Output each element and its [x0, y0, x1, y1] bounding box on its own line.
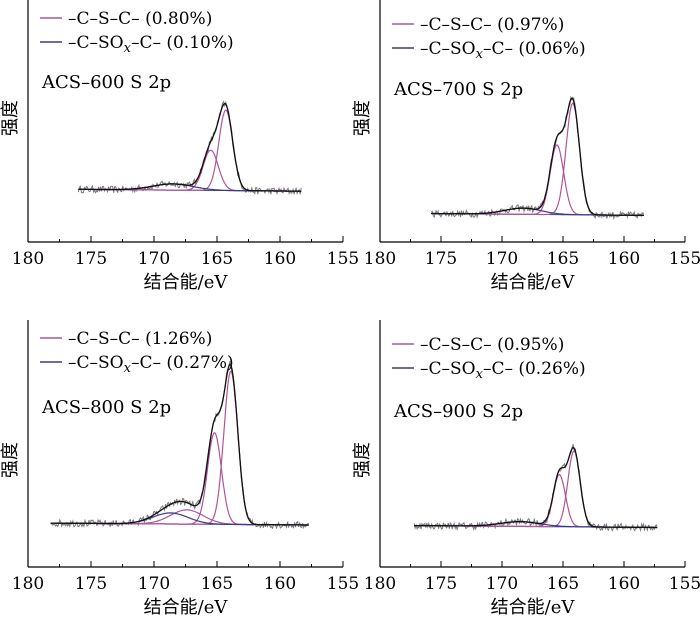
x-axis-title: 结合能/eV: [491, 597, 576, 618]
x-tick-label: 170: [486, 574, 518, 594]
css-component-peak-2: [431, 144, 644, 216]
y-axis-title: 强度: [352, 442, 373, 478]
x-tick-label: 165: [201, 574, 233, 594]
x-tick-label: 160: [264, 249, 296, 269]
raw-spectrum-line: [77, 100, 302, 196]
y-axis-title: 强度: [0, 442, 21, 478]
y-axis-title: 强度: [352, 100, 373, 136]
x-tick-label: 175: [425, 574, 457, 594]
x-tick-label: 170: [486, 249, 518, 269]
raw-spectrum-line: [50, 360, 309, 530]
legend-label-cso: –C–SOx–C– (0.27%): [68, 353, 234, 376]
x-axis-title: 结合能/eV: [144, 597, 229, 618]
panel-title: ACS–600 S 2p: [41, 72, 171, 93]
legend-label-cso: –C–SOx–C– (0.06%): [420, 39, 586, 62]
x-tick-label: 155: [669, 574, 700, 594]
legend-label-css: –C–S–C– (0.95%): [420, 335, 564, 355]
legend-label-cso: –C–SOx–C– (0.10%): [68, 33, 234, 56]
legend-label-css: –C–S–C– (0.80%): [68, 9, 212, 29]
xps-panel-4: 180 175 170 165 160 155 结合能/eV 强度 –C–S–C– (0.95%…: [352, 320, 700, 618]
css-component-peak-1: [78, 109, 302, 192]
y-axis-title: 强度: [0, 100, 21, 136]
css-component-peak-2: [414, 473, 658, 529]
x-tick-label: 155: [327, 574, 359, 594]
x-tick-label: 165: [547, 574, 579, 594]
x-tick-label: 175: [75, 574, 107, 594]
envelope-fit-line: [431, 97, 644, 217]
x-tick-label: 160: [608, 249, 640, 269]
css-component-peak-1: [414, 450, 658, 529]
legend-label-cso: –C–SOx–C– (0.26%): [420, 359, 586, 382]
panel-title: ACS–900 S 2p: [393, 401, 523, 422]
x-tick-label: 180: [12, 574, 44, 594]
panel-title: ACS–700 S 2p: [393, 79, 523, 100]
x-tick-label: 155: [327, 249, 359, 269]
x-tick-label: 165: [547, 249, 579, 269]
raw-spectrum-line: [430, 95, 645, 221]
x-tick-label: 165: [201, 249, 233, 269]
envelope-fit-line: [78, 102, 302, 192]
envelope-fit-line: [414, 446, 658, 529]
x-axis-title: 结合能/eV: [491, 272, 576, 293]
envelope-fit-line: [50, 363, 309, 526]
x-tick-label: 170: [138, 249, 170, 269]
x-axis-title: 结合能/eV: [144, 272, 229, 293]
x-tick-label: 180: [364, 574, 396, 594]
x-tick-label: 160: [264, 574, 296, 594]
xps-panel-2: 180 175 170 165 160 155 结合能/eV 强度 –C–S–C– (0.97%…: [352, 0, 700, 293]
raw-spectrum-line: [413, 444, 658, 533]
css-component-peak-1: [431, 102, 644, 216]
x-tick-label: 175: [425, 249, 457, 269]
legend-label-css: –C–S–C– (1.26%): [68, 329, 212, 349]
xps-panel-1: 180 175 170 165 160 155 结合能/eV 强度 –C–S–C– (0.80%…: [0, 0, 359, 293]
x-tick-label: 160: [608, 574, 640, 594]
x-tick-label: 155: [669, 249, 700, 269]
x-tick-label: 175: [75, 249, 107, 269]
x-tick-label: 180: [12, 249, 44, 269]
panel-title: ACS–800 S 2p: [41, 397, 171, 418]
x-tick-label: 180: [364, 249, 396, 269]
xps-panel-3: 180 175 170 165 160 155 结合能/eV 强度 –C–S–C– (1.26%…: [0, 320, 359, 618]
x-tick-label: 170: [138, 574, 170, 594]
legend-label-css: –C–S–C– (0.97%): [420, 15, 564, 35]
